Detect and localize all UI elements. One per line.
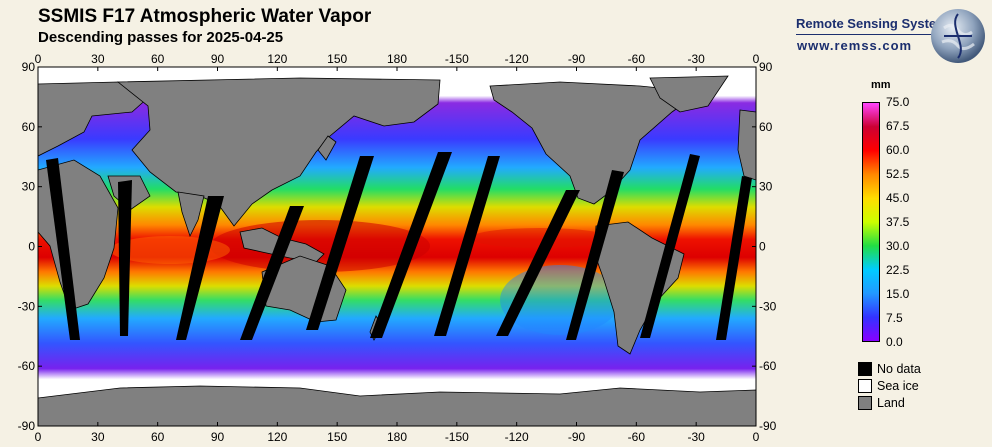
colorbar-tick-label: 30.0 <box>886 239 910 253</box>
lon-tick-label: 90 <box>211 52 225 66</box>
lat-tick-label: -90 <box>18 419 36 433</box>
colorbar-tick-label: 22.5 <box>886 263 910 277</box>
lat-tick-label: 30 <box>759 180 773 194</box>
legend-item: Sea ice <box>858 379 919 393</box>
legend-label: No data <box>877 362 921 376</box>
lon-tick-label: -120 <box>505 430 529 444</box>
colorbar <box>862 102 880 342</box>
lon-tick-label: 30 <box>91 52 105 66</box>
lon-tick-label: 0 <box>753 52 760 66</box>
colorbar-tick-label: 0.0 <box>886 335 903 349</box>
lon-tick-label: -90 <box>568 430 586 444</box>
legend-item: Land <box>858 396 905 410</box>
lon-tick-label: 120 <box>267 430 287 444</box>
lat-tick-label: 90 <box>759 60 773 74</box>
lat-tick-label: -60 <box>18 359 36 373</box>
lon-tick-label: 0 <box>753 430 760 444</box>
lon-tick-label: -150 <box>445 430 469 444</box>
lat-tick-label: -60 <box>759 359 777 373</box>
lon-tick-label: 180 <box>387 52 407 66</box>
lon-tick-label: 150 <box>327 52 347 66</box>
lat-tick-label: 0 <box>28 240 35 254</box>
land-japan <box>317 135 337 161</box>
globe-logo-icon <box>931 9 985 63</box>
lon-tick-label: 60 <box>151 52 165 66</box>
lat-tick-label: -30 <box>759 299 777 313</box>
brand-divider <box>796 34 962 35</box>
lat-tick-label: -90 <box>759 419 777 433</box>
lon-tick-label: 30 <box>91 430 105 444</box>
brand-url[interactable]: www.remss.com <box>797 38 913 53</box>
lat-tick-label: 90 <box>22 60 36 74</box>
map-title: SSMIS F17 Atmospheric Water Vapor <box>38 6 372 27</box>
lon-tick-label: -120 <box>505 52 529 66</box>
land-south-america <box>593 221 685 355</box>
legend-swatch <box>858 362 872 376</box>
legend-item: No data <box>858 362 921 376</box>
moisture-band-east-pacific <box>470 228 610 248</box>
lon-tick-label: 0 <box>35 430 42 444</box>
lon-tick-label: 180 <box>387 430 407 444</box>
brand-name: Remote Sensing Systems <box>796 16 955 31</box>
legend-label: Sea ice <box>877 379 919 393</box>
lon-ticks-bottom: 0 30 60 90 120 150 180 -150 -120 -90 -60 -30 0 <box>35 422 760 444</box>
lon-ticks-top: 0 30 60 90 120 150 180 -150 -120 -90 -60 -30 0 <box>35 52 760 71</box>
colorbar-tick-label: 52.5 <box>886 167 910 181</box>
lon-tick-label: -30 <box>687 52 705 66</box>
legend-swatch <box>858 379 872 393</box>
map-subtitle: Descending passes for 2025-04-25 <box>38 29 284 46</box>
lon-tick-label: 90 <box>211 430 225 444</box>
lon-tick-label: -90 <box>568 52 586 66</box>
lon-tick-label: -60 <box>628 52 646 66</box>
lon-tick-label: 0 <box>35 52 42 66</box>
lon-tick-label: -150 <box>445 52 469 66</box>
land-greenland <box>649 75 729 113</box>
lon-tick-label: 120 <box>267 52 287 66</box>
lat-ticks-right: 90 60 30 0 -30 -60 -90 <box>752 60 777 433</box>
legend-swatch <box>858 396 872 410</box>
colorbar-tick-label: 45.0 <box>886 191 910 205</box>
lat-tick-label: 0 <box>759 240 766 254</box>
colorbar-tick-label: 37.5 <box>886 215 910 229</box>
lon-tick-label: -60 <box>628 430 646 444</box>
lat-tick-label: 60 <box>759 120 773 134</box>
colorbar-tick-label: 67.5 <box>886 119 910 133</box>
lon-tick-label: -30 <box>687 430 705 444</box>
lat-ticks-left: 90 60 30 0 -30 -60 -90 <box>18 60 42 433</box>
lat-tick-label: 60 <box>22 120 36 134</box>
colorbar-unit: mm <box>871 79 891 91</box>
colorbar-tick-label: 15.0 <box>886 287 910 301</box>
no-data-swaths <box>46 152 752 340</box>
land-india <box>177 191 205 238</box>
land-asia <box>116 77 441 227</box>
lon-tick-label: 150 <box>327 430 347 444</box>
colorbar-tick-label: 60.0 <box>886 143 910 157</box>
lon-tick-label: 60 <box>151 430 165 444</box>
land-antarctica <box>38 385 756 426</box>
colorbar-tick-label: 75.0 <box>886 95 910 109</box>
lat-tick-label: 30 <box>22 180 36 194</box>
colorbar-tick-label: 7.5 <box>886 311 903 325</box>
lat-tick-label: -30 <box>18 299 36 313</box>
legend-label: Land <box>877 396 905 410</box>
